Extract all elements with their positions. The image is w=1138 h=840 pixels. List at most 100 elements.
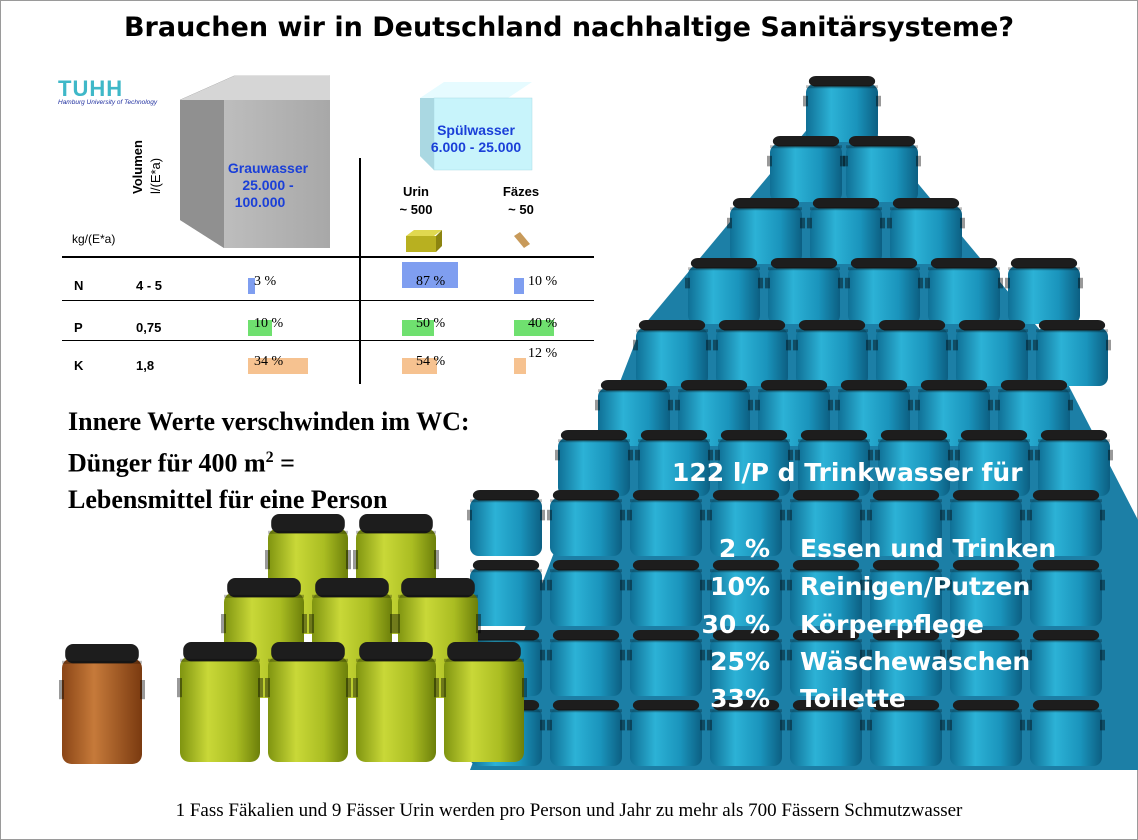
water-use-percent: 33%: [710, 684, 770, 713]
urin-name: Urin: [403, 184, 429, 199]
blue-barrel: [947, 490, 1025, 556]
water-use-label: Wäschewaschen: [800, 647, 1031, 676]
water-use-label: Körperpflege: [800, 610, 984, 639]
blue-barrel: [707, 560, 785, 626]
blue-barrel: [867, 700, 945, 766]
brown-barrel: [59, 644, 145, 764]
water-use-percent: 10%: [710, 572, 770, 601]
pct-grau-k: 34 %: [254, 354, 284, 369]
pct-faezes-n: 10 %: [528, 274, 558, 289]
blue-barrel: [793, 320, 871, 386]
table-header-divider: [62, 256, 594, 258]
mass-unit-label: kg/(E*a): [72, 232, 116, 246]
bar-urin-k: [402, 358, 437, 374]
inner-values-text: Innere Werte verschwinden im WC: Dünger …: [68, 404, 470, 518]
bar-grau-n: [248, 278, 255, 294]
blue-barrel: [875, 430, 953, 496]
urin-cube: [406, 230, 442, 252]
blue-barrel: [787, 700, 865, 766]
bar-urin-p: [402, 320, 434, 336]
blue-barrel: [867, 630, 945, 696]
blue-barrel: [547, 630, 625, 696]
bar-faezes-k: [514, 358, 526, 374]
drinking-water-heading: 122 l/P d Trinkwasser für: [672, 458, 1023, 487]
blue-barrel: [843, 136, 921, 202]
blue-barrel: [925, 258, 1003, 324]
blue-barrel: [807, 198, 885, 264]
grauwasser-name: Grauwasser: [227, 160, 309, 176]
urin-header: Urin ~ 500: [386, 183, 446, 219]
volume-label-line2: l/(E*a): [148, 157, 163, 194]
blue-barrel: [1027, 560, 1105, 626]
bar-faezes-p: [514, 320, 554, 336]
blue-barrel: [707, 700, 785, 766]
blue-barrel: [873, 320, 951, 386]
blue-barrel: [727, 198, 805, 264]
blue-barrel: [627, 700, 705, 766]
blue-barrel: [787, 560, 865, 626]
blue-barrel: [845, 258, 923, 324]
urin-amount: ~ 500: [399, 202, 433, 217]
nutrient-name-k: K: [74, 358, 84, 373]
blue-barrel: [765, 258, 843, 324]
grauwasser-cube: [179, 75, 331, 248]
water-use-row: 2 % Essen und Trinken: [660, 534, 1056, 563]
pct-grau-n: 3 %: [254, 274, 277, 289]
water-use-row: 30 % Körperpflege: [660, 610, 984, 639]
blue-barrel: [1005, 258, 1083, 324]
blue-barrel: [947, 630, 1025, 696]
blue-barrel: [1027, 700, 1105, 766]
blue-barrel: [1035, 430, 1113, 496]
blue-barrel: [947, 700, 1025, 766]
water-use-row: 33% Toilette: [660, 684, 906, 713]
pct-urin-n: 87 %: [416, 274, 446, 289]
water-use-percent: 25%: [710, 647, 770, 676]
blue-barrel: [713, 320, 791, 386]
water-use-percent: 30 %: [701, 610, 770, 639]
blue-barrel: [795, 430, 873, 496]
blue-barrel: [707, 490, 785, 556]
pct-grau-p: 10 %: [254, 316, 284, 331]
blue-barrel-pyramid: [467, 76, 1138, 770]
blue-barrel: [685, 258, 763, 324]
nutrient-amount-n: 4 - 5: [136, 278, 163, 293]
blue-barrel: [633, 320, 711, 386]
blue-barrel: [627, 490, 705, 556]
faezes-header: Fäzes ~ 50: [490, 183, 552, 219]
pct-urin-k: 54 %: [416, 354, 446, 369]
pct-faezes-p: 40 %: [528, 316, 558, 331]
bar-urin-n: [402, 262, 458, 288]
blue-barrel: [953, 320, 1031, 386]
blue-barrel: [803, 76, 881, 142]
blue-barrel: [787, 630, 865, 696]
spuelwasser-range: 6.000 - 25.000: [430, 139, 522, 155]
nutrient-amount-k: 1,8: [136, 358, 155, 373]
grauwasser-label: Grauwasser 25.000 - 100.000: [218, 160, 318, 211]
faezes-amount: ~ 50: [508, 202, 534, 217]
pct-urin-p: 50 %: [416, 316, 446, 331]
blue-barrel: [1027, 490, 1105, 556]
blue-barrel: [635, 430, 713, 496]
volume-axis-label: Volumen l/(E*a): [120, 130, 190, 200]
blue-barrel: [547, 700, 625, 766]
blue-barrel: [467, 560, 545, 626]
blue-barrel: [767, 136, 845, 202]
grauwasser-range: 25.000 -: [242, 177, 294, 193]
faezes-cube: [514, 232, 530, 248]
water-use-row: 25% Wäschewaschen: [660, 647, 1030, 676]
blue-barrel: [555, 430, 633, 496]
blue-barrel: [627, 630, 705, 696]
nutrient-name-p: P: [74, 320, 83, 335]
green-barrel: [353, 642, 439, 762]
blue-barrel: [1027, 630, 1105, 696]
table-row-divider-1: [62, 300, 594, 301]
bar-grau-p: [248, 320, 272, 336]
blue-barrel: [947, 560, 1025, 626]
blue-barrel: [787, 490, 865, 556]
blue-barrel: [547, 490, 625, 556]
inner-values-line1: Innere Werte verschwinden im WC:: [68, 407, 470, 436]
bar-faezes-n: [514, 278, 524, 294]
water-use-label: Essen und Trinken: [800, 534, 1057, 563]
table-vertical-divider: [359, 158, 361, 384]
logo-subtitle: Hamburg University of Technology: [58, 99, 158, 106]
